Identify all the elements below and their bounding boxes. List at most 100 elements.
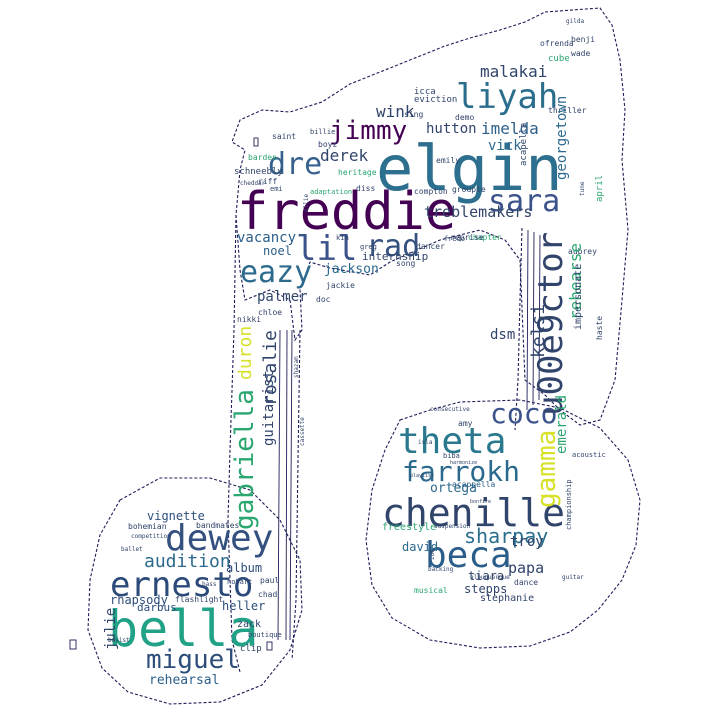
word-kelsi: kelsi bbox=[528, 303, 549, 358]
word-ortega: ortega bbox=[430, 481, 477, 496]
word-jackson: jackson bbox=[324, 262, 379, 277]
word-rehearsal: rehearsal bbox=[149, 673, 220, 688]
word-freddie: freddie bbox=[237, 182, 457, 242]
note-left-head-outline bbox=[87, 477, 303, 705]
word-cheddar: cheddar bbox=[240, 180, 266, 187]
word-musical: musical bbox=[414, 586, 448, 595]
word-papa: papa bbox=[508, 559, 545, 577]
word-paul: paul bbox=[260, 576, 280, 585]
note-flag-outline bbox=[231, 7, 629, 426]
word-guitarist: guitarist bbox=[261, 370, 277, 446]
word-acapella: acapella bbox=[519, 122, 529, 166]
word-schneebly: schneebly bbox=[234, 167, 283, 177]
word-barden: barden bbox=[248, 153, 277, 162]
word-david: david bbox=[402, 540, 439, 554]
word-bonfire: bonfire bbox=[470, 499, 492, 505]
word-emi: emi bbox=[270, 185, 283, 193]
word-ernesto: ernesto bbox=[110, 565, 254, 605]
word-basist: basist bbox=[108, 637, 130, 644]
word-championship: championship bbox=[565, 479, 573, 530]
word-miguel: miguel bbox=[146, 645, 240, 675]
word-harmonize: harmonize bbox=[450, 460, 478, 466]
word-troy: troy bbox=[510, 534, 544, 550]
word-zoe: zoe bbox=[429, 549, 436, 560]
word-ofrenda: ofrenda bbox=[540, 39, 574, 48]
word-heritage: heritage bbox=[338, 168, 377, 177]
word-impersonate: impersonate bbox=[573, 263, 584, 330]
word-coco: coco bbox=[490, 397, 558, 430]
word-acappella: acappella bbox=[452, 480, 496, 489]
word-stepps: stepps bbox=[464, 582, 508, 596]
word-diss: diss bbox=[356, 184, 376, 193]
word-sharpay: sharpay bbox=[464, 524, 549, 548]
word-imelda: imelda bbox=[481, 119, 539, 138]
word-jackie: jackie bbox=[326, 281, 355, 290]
word-adaptation: adaptation bbox=[310, 188, 353, 196]
word-malakai: malakai bbox=[480, 62, 548, 81]
word-biba: biba bbox=[443, 452, 460, 460]
word-kim: kim bbox=[336, 234, 349, 242]
word-noel: noel bbox=[263, 244, 292, 258]
word-backing: backing bbox=[428, 566, 454, 573]
word-beca: beca bbox=[425, 535, 512, 576]
word-ellie: ellie bbox=[303, 193, 310, 212]
note-right-stem-outline bbox=[514, 227, 523, 431]
word-elgin: elgin bbox=[376, 132, 563, 205]
word-eviction: eviction bbox=[414, 95, 458, 105]
word-compton: compton bbox=[414, 187, 448, 196]
word-bandmates: bandmates bbox=[196, 521, 240, 530]
word-reprise: reprise bbox=[450, 233, 484, 242]
word-rhapsody: rhapsody bbox=[110, 593, 168, 607]
word-palmer: palmer bbox=[257, 289, 308, 305]
word-april: april bbox=[595, 174, 605, 202]
word-dre: dre bbox=[268, 147, 323, 182]
word-darbus: darbus bbox=[137, 601, 177, 614]
word-freestyle: freestyle bbox=[382, 522, 437, 533]
word-dewey: dewey bbox=[165, 518, 274, 559]
word-emily: emily bbox=[436, 156, 461, 165]
word-bohemian: bohemian bbox=[128, 522, 167, 531]
word-chapter: chapter bbox=[468, 233, 502, 242]
word-duron: duron bbox=[235, 325, 256, 380]
word-saint: saint bbox=[272, 132, 297, 141]
word-stephanie: stephanie bbox=[480, 593, 535, 604]
word-gabriella: gabriella bbox=[230, 389, 260, 530]
word-emerald: emerald bbox=[554, 394, 570, 454]
word-riff: riff bbox=[258, 177, 278, 186]
word-internship: internship bbox=[362, 250, 429, 263]
word-theta: theta bbox=[398, 421, 507, 462]
word-bass: bass bbox=[202, 581, 217, 588]
word-bella: bella bbox=[108, 600, 259, 658]
word-cassette: cassette bbox=[299, 417, 306, 446]
word-flashlight: flashlight bbox=[175, 595, 224, 604]
word-benji: benji bbox=[571, 35, 596, 44]
word-consecutive: consecutive bbox=[430, 406, 470, 413]
word-nikki: nikki bbox=[237, 315, 262, 324]
word-competition: competition bbox=[131, 533, 171, 540]
word-billie: billie bbox=[310, 128, 336, 136]
word-vignette: vignette bbox=[147, 509, 205, 523]
word-hobart: hobart bbox=[227, 578, 253, 586]
note-left-stem-outline bbox=[227, 214, 241, 673]
word-julie: julie bbox=[103, 607, 119, 650]
word-fredo: fredo bbox=[444, 235, 466, 243]
word-vacancy: vacancy bbox=[237, 230, 297, 246]
word-vick: vick bbox=[488, 138, 522, 154]
word-aubrey: aubrey bbox=[568, 247, 597, 256]
word-thriller: thriller bbox=[548, 106, 587, 115]
word-haste: haste bbox=[595, 315, 604, 340]
word-gilda: gilda bbox=[566, 18, 585, 25]
word-chenille: chenille bbox=[382, 491, 566, 535]
word-lil: lil bbox=[296, 229, 358, 269]
word-eazy: eazy bbox=[240, 255, 313, 290]
word-heller: heller bbox=[222, 599, 266, 613]
word-rad: rad bbox=[366, 229, 421, 264]
word-wade: wade bbox=[571, 49, 591, 58]
word-icca: icca bbox=[414, 87, 436, 97]
word-cube: cube bbox=[548, 54, 570, 64]
word-derek: derek bbox=[320, 146, 369, 165]
word-chloe: chloe bbox=[258, 308, 283, 317]
word-sara: sara bbox=[488, 184, 561, 219]
